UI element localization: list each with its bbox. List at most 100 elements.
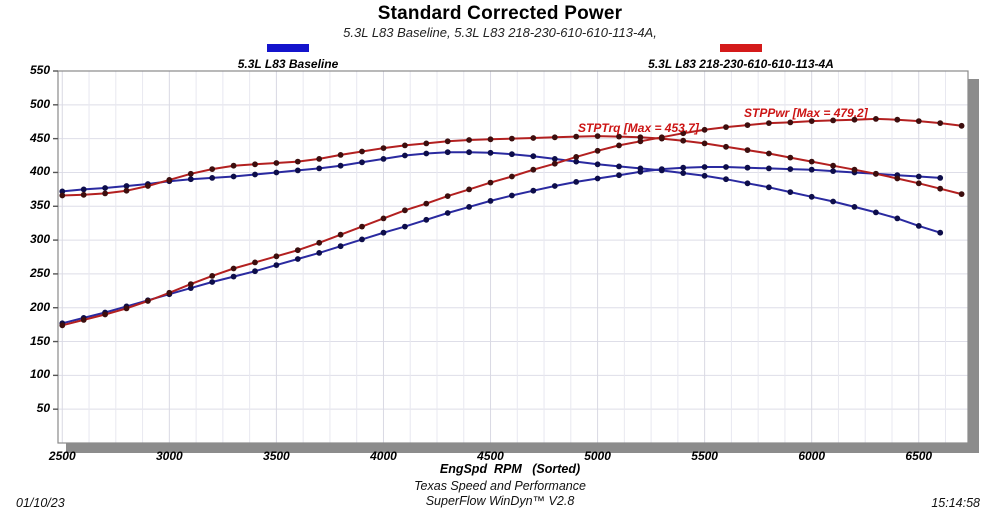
legend-baseline: 5.3L L83 Baseline: [205, 44, 371, 73]
legend-swatch-red: [720, 44, 762, 52]
series-marker-0: [616, 163, 622, 170]
series-marker-0: [252, 171, 258, 178]
series-marker-2: [273, 160, 280, 166]
footer-date: 01/10/23: [16, 496, 65, 510]
series-marker-3: [637, 138, 644, 145]
series-marker-0: [359, 159, 365, 166]
series-marker-2: [466, 137, 472, 143]
series-marker-3: [380, 215, 387, 222]
series-marker-1: [723, 164, 729, 170]
y-tick-label: 250: [29, 265, 50, 280]
series-marker-2: [958, 191, 965, 198]
series-marker-2: [894, 175, 901, 182]
series-marker-3: [530, 166, 537, 173]
x-tick-label: 6000: [798, 449, 826, 463]
plot-area: 50 100 150 200 250 300 350 400 450 500 550 2500 300…: [29, 63, 979, 463]
series-marker-0: [487, 149, 494, 156]
x-tick-label: 3500: [263, 449, 290, 463]
series-line-1: [62, 166, 941, 325]
series-marker-3: [894, 116, 901, 123]
legend-swatch-blue: [267, 44, 309, 52]
x-tick-label: 5500: [691, 449, 718, 463]
series-marker-3: [808, 118, 815, 124]
series-marker-3: [59, 322, 66, 329]
series-marker-0: [723, 176, 729, 183]
series-marker-1: [273, 262, 280, 268]
series-line-3: [62, 117, 962, 327]
series-marker-0: [230, 173, 237, 180]
series-marker-2: [487, 136, 494, 143]
y-tick-label: 200: [29, 299, 50, 314]
x-tick-label: 5000: [584, 449, 611, 463]
legend-label-cam: 5.3L L83 218-230-610-610-113-4A: [648, 57, 834, 71]
series-marker-1: [830, 168, 836, 175]
page-subtitle: 5.3L L83 Baseline, 5.3L L83 218-230-610-…: [343, 25, 657, 40]
series-marker-1: [444, 210, 451, 216]
max-power-annotation: STPPwr [Max = 479.2]: [744, 106, 868, 120]
series-marker-1: [551, 183, 558, 189]
series-marker-2: [80, 191, 87, 198]
series-marker-2: [530, 135, 537, 141]
series-marker-0: [894, 215, 901, 222]
series-marker-3: [551, 160, 558, 167]
series-marker-1: [637, 168, 644, 175]
series-marker-1: [915, 173, 922, 180]
series-marker-3: [616, 142, 622, 149]
series-marker-3: [873, 116, 879, 122]
series-marker-1: [658, 166, 665, 173]
series-marker-3: [252, 259, 258, 266]
series-marker-0: [530, 153, 537, 160]
series-marker-2: [680, 137, 687, 144]
series-marker-0: [744, 180, 751, 187]
series-marker-1: [530, 187, 537, 194]
series-marker-0: [337, 162, 344, 169]
dyno-chart: [53, 70, 969, 444]
max-torque-annotation: STPTrq [Max = 453.7]: [578, 121, 699, 135]
plot-shadow-right: [968, 79, 979, 453]
series-marker-2: [316, 156, 323, 162]
footer-company: Texas Speed and Performance: [414, 479, 586, 493]
series-marker-3: [209, 273, 216, 279]
series-marker-3: [423, 200, 430, 207]
series-marker-3: [723, 124, 729, 130]
series-marker-2: [766, 150, 772, 157]
series-marker-3: [359, 223, 365, 230]
series-marker-1: [359, 236, 365, 243]
series-marker-2: [551, 134, 558, 141]
series-marker-1: [573, 179, 580, 185]
series-marker-2: [123, 187, 130, 194]
series-marker-0: [851, 204, 858, 210]
series-marker-0: [123, 183, 130, 189]
series-marker-0: [915, 223, 922, 229]
series-marker-1: [402, 223, 408, 230]
series-marker-1: [766, 165, 772, 172]
x-tick-label: 4000: [370, 449, 397, 463]
series-marker-3: [273, 253, 280, 260]
y-tick-label: 150: [29, 333, 50, 348]
series-marker-2: [252, 161, 258, 168]
series-marker-2: [102, 190, 108, 197]
page-title: Standard Corrected Power: [377, 3, 623, 24]
series-marker-3: [316, 239, 323, 246]
series-marker-2: [851, 166, 858, 173]
series-marker-0: [402, 152, 408, 159]
series-marker-2: [187, 170, 194, 177]
series-marker-2: [616, 133, 622, 140]
series-marker-1: [380, 229, 387, 236]
footer-software: SuperFlow WinDyn™ V2.8: [425, 494, 575, 508]
plot-frame: [57, 70, 969, 444]
series-line-0: [62, 151, 941, 234]
series-marker-2: [145, 183, 151, 189]
plot-shadow-bottom: [66, 443, 979, 453]
series-marker-3: [402, 207, 408, 214]
series-marker-2: [787, 154, 794, 161]
y-tick-label: 500: [29, 96, 50, 111]
series-marker-3: [80, 317, 87, 323]
series-marker-3: [123, 305, 130, 312]
y-tick-label: 50: [36, 401, 50, 416]
y-tick-label: 400: [29, 164, 50, 179]
series-marker-1: [230, 273, 237, 280]
series-marker-1: [487, 198, 494, 204]
series-marker-0: [701, 172, 708, 179]
x-tick-label: 4500: [477, 449, 504, 463]
